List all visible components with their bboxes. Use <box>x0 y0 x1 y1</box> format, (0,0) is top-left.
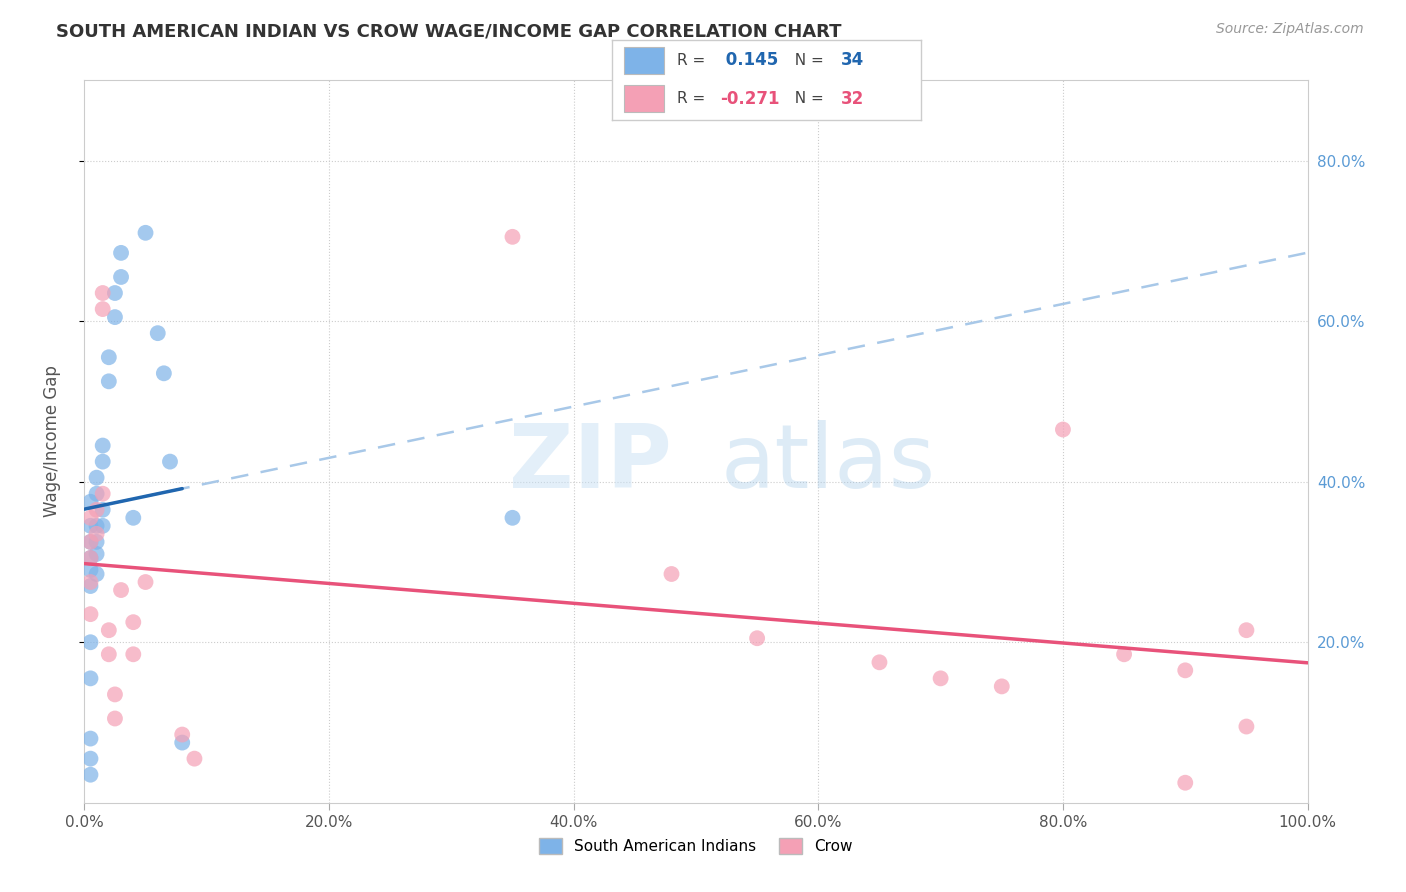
Point <box>86 526 108 541</box>
Text: -0.271: -0.271 <box>720 90 779 108</box>
Point <box>104 310 127 325</box>
Point <box>86 518 108 533</box>
Point <box>79 518 101 533</box>
Point <box>1114 648 1136 662</box>
Point <box>97 623 120 637</box>
Point <box>122 615 145 630</box>
Point <box>991 680 1014 694</box>
Point <box>172 728 194 742</box>
Point <box>79 550 101 566</box>
Point <box>79 494 101 508</box>
Point <box>79 767 101 781</box>
Point <box>183 751 205 765</box>
Point <box>79 534 101 549</box>
Text: 34: 34 <box>841 51 863 70</box>
Point <box>79 534 101 549</box>
Point <box>79 550 101 566</box>
Point <box>135 574 157 589</box>
Point <box>86 547 108 561</box>
Point <box>1174 664 1197 678</box>
Point <box>79 671 101 685</box>
Point <box>122 510 145 524</box>
Point <box>104 285 127 300</box>
Point <box>86 502 108 516</box>
Point <box>91 518 114 533</box>
Point <box>110 245 132 260</box>
Text: ZIP: ZIP <box>509 420 672 507</box>
Point <box>79 635 101 649</box>
Text: atlas: atlas <box>720 420 935 507</box>
Point <box>869 655 891 669</box>
Point <box>502 230 524 244</box>
Text: 0.145: 0.145 <box>720 51 778 70</box>
Point <box>172 735 194 749</box>
Point <box>91 285 114 300</box>
Point <box>97 648 120 662</box>
Point <box>159 454 181 469</box>
Point <box>91 301 114 317</box>
Text: SOUTH AMERICAN INDIAN VS CROW WAGE/INCOME GAP CORRELATION CHART: SOUTH AMERICAN INDIAN VS CROW WAGE/INCOM… <box>56 22 842 40</box>
Point <box>79 574 101 589</box>
Point <box>97 350 120 364</box>
Point <box>1236 623 1258 637</box>
Point <box>86 534 108 549</box>
Point <box>122 648 145 662</box>
Point <box>502 510 524 524</box>
Point <box>91 502 114 516</box>
Point <box>91 454 114 469</box>
Point <box>79 510 101 524</box>
Text: N =: N = <box>785 91 828 106</box>
Point <box>91 486 114 500</box>
Text: N =: N = <box>785 53 828 68</box>
FancyBboxPatch shape <box>624 46 664 74</box>
Point <box>661 567 683 582</box>
Point <box>104 687 127 701</box>
Y-axis label: Wage/Income Gap: Wage/Income Gap <box>42 366 60 517</box>
Point <box>104 712 127 726</box>
Point <box>929 671 952 685</box>
Point <box>135 226 157 240</box>
Text: R =: R = <box>676 53 710 68</box>
Point <box>79 731 101 746</box>
Point <box>86 470 108 484</box>
Point <box>1052 422 1074 436</box>
Point <box>153 366 176 380</box>
Point <box>1236 719 1258 733</box>
Text: 32: 32 <box>841 90 863 108</box>
FancyBboxPatch shape <box>624 85 664 112</box>
Point <box>110 583 132 598</box>
Point <box>79 563 101 577</box>
Point <box>91 438 114 452</box>
Point <box>146 326 169 340</box>
Point <box>79 751 101 765</box>
Point <box>79 607 101 621</box>
Legend: South American Indians, Crow: South American Indians, Crow <box>533 832 859 860</box>
Point <box>79 579 101 593</box>
Point <box>1174 776 1197 790</box>
Point <box>97 374 120 388</box>
Point <box>86 567 108 582</box>
Point <box>86 486 108 500</box>
Point <box>747 632 769 646</box>
Point <box>110 269 132 284</box>
Text: R =: R = <box>676 91 710 106</box>
Text: Source: ZipAtlas.com: Source: ZipAtlas.com <box>1216 22 1364 37</box>
